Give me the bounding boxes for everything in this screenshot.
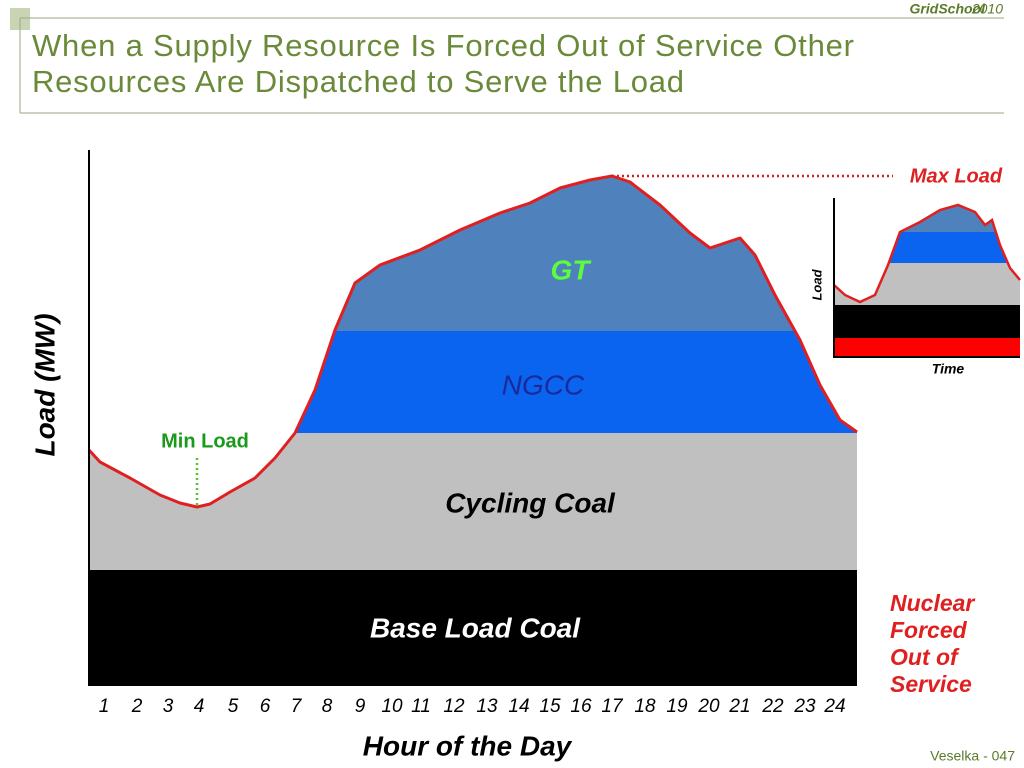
- hour-label: 18: [634, 696, 656, 717]
- x-axis-label: Hour of the Day: [363, 730, 573, 761]
- hour-label: 5: [228, 696, 239, 717]
- stack: [89, 176, 857, 685]
- footer: Veselka - 047: [930, 748, 1015, 764]
- brand: GridSchool: [910, 1, 987, 17]
- base-layer: [89, 570, 857, 685]
- note-line: Out of: [890, 644, 960, 670]
- hour-label: 19: [666, 696, 688, 717]
- inset-curve: [833, 203, 1021, 304]
- ngcc-layer: [89, 331, 857, 433]
- hour-label: 3: [163, 696, 174, 717]
- hour-label: 13: [476, 696, 498, 717]
- hour-label: 12: [443, 696, 465, 717]
- hour-label: 17: [601, 696, 624, 717]
- layer-label: NGCC: [502, 369, 585, 400]
- layer-label: Base Load Coal: [370, 612, 581, 643]
- note-line: Service: [890, 671, 972, 697]
- hour-label: 6: [260, 696, 271, 717]
- hour-label: 9: [355, 696, 366, 717]
- hour-label: 16: [570, 696, 592, 717]
- inset-layer: [834, 205, 1020, 232]
- hour-label: 7: [291, 696, 303, 717]
- inset-layer: [834, 263, 1020, 305]
- title-line: Resources Are Dispatched to Serve the Lo…: [32, 64, 684, 99]
- inset-x-label: Time: [932, 361, 965, 377]
- hour-label: 23: [793, 696, 816, 717]
- note-line: Nuclear: [890, 590, 975, 616]
- hour-label: 8: [322, 696, 333, 717]
- title-line: When a Supply Resource Is Forced Out of …: [32, 28, 854, 63]
- inset-layer: [834, 305, 1020, 338]
- hour-label: 1: [99, 696, 110, 717]
- hour-label: 22: [761, 696, 784, 717]
- min-label: Min Load: [161, 430, 249, 452]
- hour-label: 2: [131, 696, 143, 717]
- hour-label: 20: [697, 696, 720, 717]
- hour-label: 11: [411, 696, 431, 717]
- inset-layer: [834, 338, 1020, 357]
- hour-label: 24: [823, 696, 845, 717]
- hour-label: 21: [728, 696, 750, 717]
- hour-labels: 1 2 3 4 5 6 7 8 9 10 11 12 13 14 15 16 17 18 19 20 21 22 23 24: [99, 696, 846, 717]
- layer-label: GT: [551, 254, 593, 285]
- inset-y-label: Load: [809, 268, 824, 300]
- hour-label: 14: [508, 696, 529, 717]
- year: 2010: [971, 1, 1003, 17]
- max-label: Max Load: [910, 165, 1003, 187]
- note-line: Forced: [890, 617, 968, 643]
- inset-layer: [834, 232, 1020, 263]
- hour-label: 15: [539, 696, 561, 717]
- hour-label: 4: [194, 696, 205, 717]
- load-curve: [87, 174, 858, 509]
- y-axis-label: Load (MW): [29, 313, 60, 456]
- hour-label: 10: [381, 696, 403, 717]
- layer-label: Cycling Coal: [445, 487, 616, 518]
